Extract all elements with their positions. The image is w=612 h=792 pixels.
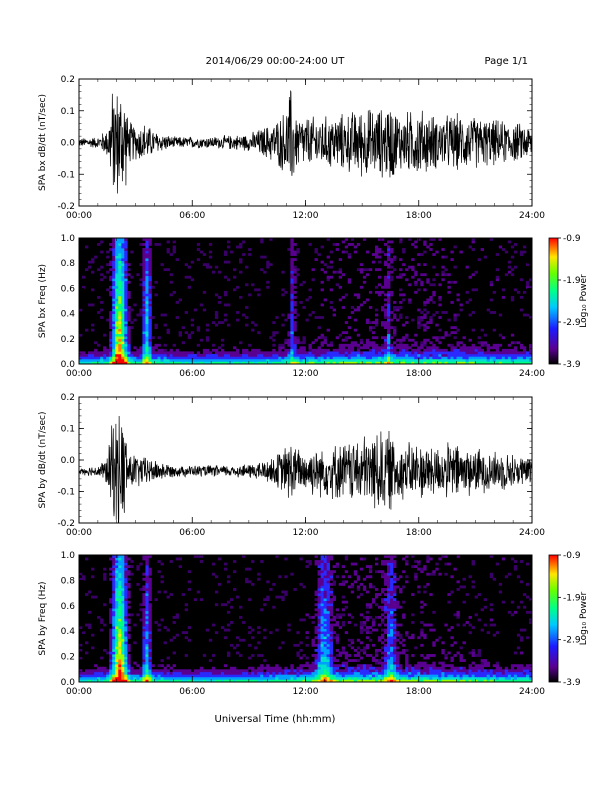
spectrogram-cells: [79, 238, 532, 364]
colorbar: [548, 554, 559, 683]
spectrogram-cells: [79, 555, 532, 682]
y-tick-label: 0.2: [61, 393, 75, 403]
page-indicator: Page 1/1: [485, 56, 528, 67]
x-tick-label: 06:00: [179, 687, 205, 697]
x-tick-label: 12:00: [293, 687, 319, 697]
y-tick-label: 0.4: [61, 627, 76, 637]
colorbar-tick-label: -3.9: [563, 678, 581, 688]
y-tick-label: -0.1: [57, 488, 75, 498]
y-tick-label: 0.2: [61, 653, 75, 663]
colorbar: [548, 237, 559, 365]
x-axis-label: Universal Time (hh:mm): [215, 714, 336, 725]
colorbar-label: Log₁₀ Power: [579, 592, 589, 646]
bx-freq-spectrogram-panel: -0.9 -1.9 -2.9 -3.9 Log₁₀ Power 1.0 0.8 0.6 0.4 0…: [38, 234, 589, 379]
y-tick-label: -0.1: [57, 170, 75, 180]
y-tick-label: 0.1: [61, 107, 75, 117]
y-tick-label: 0.6: [61, 284, 76, 294]
y-tick-label: 0.4: [61, 310, 76, 320]
y-tick-label: 0.1: [61, 425, 75, 435]
x-tick-label: 00:00: [66, 528, 92, 538]
y-tick-label: 0.0: [61, 456, 76, 466]
x-tick-label: 12:00: [293, 211, 319, 221]
x-tick-label: 12:00: [293, 528, 319, 538]
by-freq-spectrogram-panel: -0.9 -1.9 -2.9 -3.9 Log₁₀ Power 1.0 0.8 0.6 0.4 0…: [38, 551, 589, 697]
y-tick-label: 0.8: [61, 259, 76, 269]
colorbar-label: Log₁₀ Power: [579, 274, 589, 328]
x-tick-label: 12:00: [293, 369, 319, 379]
x-tick-label: 24:00: [519, 369, 545, 379]
x-tick-label: 18:00: [406, 687, 432, 697]
plot-frame: [78, 396, 533, 524]
x-tick-label: 06:00: [179, 369, 205, 379]
y-tick-label: 0.6: [61, 602, 76, 612]
y-tick-label: 0.0: [61, 360, 76, 370]
by-dbdt-panel: 0.2 0.1 0.0 -0.1 -0.200:00 06:00 12:00 18:00 24:…: [38, 393, 545, 538]
y-axis-label: SPA bx Freq (Hz): [38, 264, 48, 338]
x-tick-label: 24:00: [519, 528, 545, 538]
y-tick-label: 0.2: [61, 75, 75, 85]
colorbar-tick-label: -0.9: [563, 551, 581, 561]
x-tick-label: 00:00: [66, 211, 92, 221]
y-tick-label: 0.2: [61, 335, 75, 345]
x-tick-label: 24:00: [519, 211, 545, 221]
x-tick-label: 18:00: [406, 369, 432, 379]
colorbar-tick-label: -1.9: [563, 276, 581, 286]
y-axis-label: SPA by Freq (Hz): [38, 581, 48, 655]
figure-title: 2014/06/29 00:00-24:00 UT: [206, 56, 346, 67]
y-axis-label: SPA bx dB/dt (nT/sec): [38, 94, 48, 191]
y-axis-label: SPA by dB/dt (nT/sec): [38, 412, 48, 509]
y-tick-label: 0.0: [61, 678, 76, 688]
x-tick-label: 00:00: [66, 687, 92, 697]
signal-trace: [79, 416, 532, 523]
colorbar-tick-label: -2.9: [563, 636, 581, 646]
y-tick-label: 1.0: [61, 551, 76, 561]
y-tick-label: -0.2: [57, 519, 75, 529]
x-tick-label: 00:00: [66, 369, 92, 379]
colorbar-tick-label: -0.9: [563, 234, 581, 244]
y-tick-label: 0.0: [61, 139, 76, 149]
y-tick-label: 0.8: [61, 576, 76, 586]
colorbar-tick-label: -2.9: [563, 318, 581, 328]
bx-dbdt-panel: 0.2 0.1 0.0 -0.1 -0.200:00 06:00 12:00 18:00 24:…: [38, 75, 545, 221]
x-tick-label: 06:00: [179, 528, 205, 538]
x-tick-label: 18:00: [406, 211, 432, 221]
y-tick-label: 1.0: [61, 234, 76, 244]
colorbar-tick-label: -1.9: [563, 593, 581, 603]
y-tick-label: -0.2: [57, 202, 75, 212]
x-tick-label: 06:00: [179, 211, 205, 221]
colorbar-tick-label: -3.9: [563, 360, 581, 370]
signal-trace: [79, 90, 532, 194]
x-tick-label: 24:00: [519, 687, 545, 697]
x-tick-label: 18:00: [406, 528, 432, 538]
